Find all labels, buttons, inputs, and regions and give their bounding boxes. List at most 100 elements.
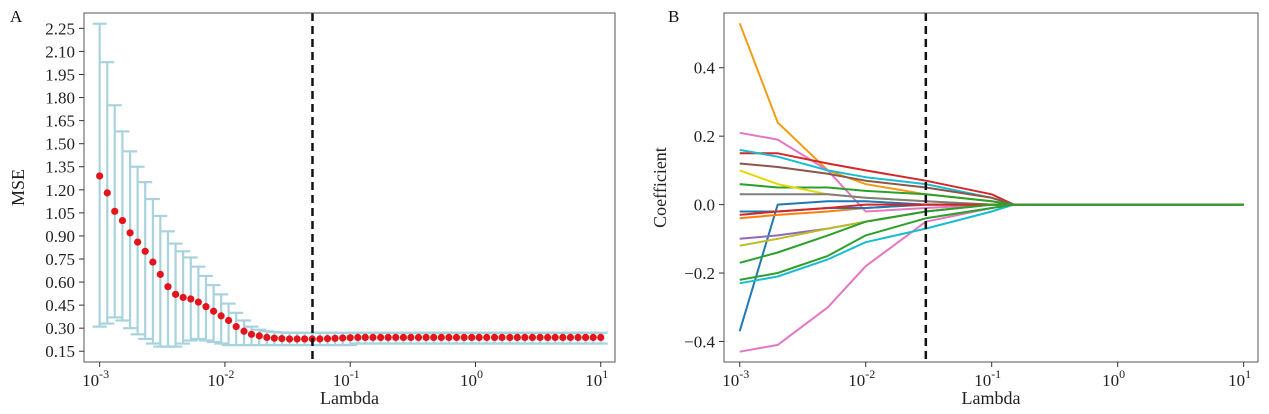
a-y-tick-label: 0.30 xyxy=(45,319,75,338)
a-y-tick-label: 0.90 xyxy=(45,227,75,246)
panel-b-x-label: Lambda xyxy=(962,388,1021,408)
panel-b-y-ticks: −0.4 −0.2 0.0 0.2 0.4 xyxy=(684,59,724,351)
panel-a-y-ticks: 0.15 0.30 0.45 0.60 0.75 0.90 1.05 1.20 1.35 1.50… xyxy=(45,19,84,361)
a-y-tick-label: 1.95 xyxy=(45,65,75,84)
data-point xyxy=(247,330,256,338)
data-point xyxy=(581,333,590,342)
data-point xyxy=(445,333,453,342)
a-y-tick-label: 1.05 xyxy=(45,204,75,223)
a-x-tick-label: 100 xyxy=(460,367,483,390)
data-point xyxy=(316,335,324,343)
data-point xyxy=(490,333,499,342)
a-y-tick-label: 0.45 xyxy=(45,296,75,315)
data-point xyxy=(111,207,119,215)
panel-a: A 10-3 10-2 10-1 100 101 0.15 0.30 0.45 0.60 0.7… xyxy=(8,7,616,408)
data-point xyxy=(209,307,218,315)
coefficient-path xyxy=(739,203,1244,285)
coefficient-path xyxy=(739,162,1244,206)
panel-a-points xyxy=(96,172,605,343)
panel-a-x-ticks: 10-3 10-2 10-1 100 101 xyxy=(82,362,608,390)
data-point xyxy=(414,333,423,342)
data-point xyxy=(339,334,347,342)
b-y-tick-label: −0.4 xyxy=(684,332,715,351)
data-point xyxy=(346,334,354,342)
panel-a-x-label: Lambda xyxy=(320,388,379,408)
b-x-tick-label: 100 xyxy=(1102,367,1125,390)
b-y-tick-label: −0.2 xyxy=(684,264,715,283)
data-point xyxy=(430,333,438,342)
error-bar xyxy=(153,214,168,348)
panel-b-coefficient-paths xyxy=(738,22,1244,353)
data-point xyxy=(468,333,476,342)
panel-b-y-label: Coefficient xyxy=(650,147,670,228)
a-y-tick-label: 1.20 xyxy=(45,181,75,200)
data-point xyxy=(194,298,202,306)
data-point xyxy=(149,258,157,266)
data-point xyxy=(323,335,332,343)
data-point xyxy=(232,323,240,331)
data-point xyxy=(566,333,575,342)
data-point xyxy=(354,333,362,342)
data-point xyxy=(377,333,385,342)
data-point xyxy=(369,333,377,342)
data-point xyxy=(172,290,180,298)
coefficient-path xyxy=(739,203,1244,281)
data-point xyxy=(134,238,142,246)
panel-b: B 10-3 10-2 10-1 100 101 −0.4 −0.2 0.0 0.2 0.4 L… xyxy=(650,7,1259,408)
data-point xyxy=(574,333,582,342)
data-point xyxy=(460,333,468,342)
data-point xyxy=(270,334,278,342)
a-y-tick-label: 2.25 xyxy=(45,19,75,38)
error-bar xyxy=(138,181,153,341)
data-point xyxy=(255,332,263,340)
b-x-tick-label: 10-1 xyxy=(974,367,1001,390)
data-point xyxy=(597,333,605,342)
b-x-tick-label: 10-3 xyxy=(722,367,749,390)
data-point xyxy=(217,312,225,320)
panel-a-label: A xyxy=(10,7,23,26)
data-point xyxy=(513,333,521,342)
a-x-tick-label: 101 xyxy=(585,367,608,390)
data-point xyxy=(263,333,271,342)
data-point xyxy=(551,333,559,342)
coefficient-path xyxy=(739,203,1244,353)
b-y-tick-label: 0.2 xyxy=(694,127,715,146)
data-point xyxy=(392,333,400,342)
data-point xyxy=(475,333,483,342)
data-point xyxy=(126,229,134,237)
coefficient-path xyxy=(738,22,1244,206)
data-point xyxy=(506,333,514,342)
data-point xyxy=(589,333,597,342)
error-bar xyxy=(130,165,145,336)
data-point xyxy=(103,189,111,197)
data-point xyxy=(240,327,248,335)
data-point xyxy=(407,333,415,342)
data-point xyxy=(293,335,301,343)
coefficient-path xyxy=(739,203,1244,216)
panel-b-label: B xyxy=(668,7,679,26)
data-point xyxy=(361,333,369,342)
data-point xyxy=(179,293,187,302)
data-point xyxy=(422,333,430,342)
data-point xyxy=(156,270,164,278)
a-y-tick-label: 1.50 xyxy=(45,135,75,154)
data-point xyxy=(437,333,445,342)
data-point xyxy=(498,333,506,342)
b-x-tick-label: 101 xyxy=(1228,367,1251,390)
data-point xyxy=(536,333,544,342)
a-y-tick-label: 2.10 xyxy=(45,42,75,61)
data-point xyxy=(452,333,461,342)
data-point xyxy=(141,247,149,255)
data-point xyxy=(118,216,127,225)
data-point xyxy=(225,316,233,325)
data-point xyxy=(483,333,491,342)
a-y-tick-label: 0.75 xyxy=(45,250,75,269)
panel-b-frame xyxy=(723,12,1259,363)
data-point xyxy=(164,283,172,291)
data-point xyxy=(96,172,104,180)
panel-a-y-label: MSE xyxy=(8,169,28,206)
data-point xyxy=(202,303,210,311)
a-y-tick-label: 0.60 xyxy=(45,273,75,292)
data-point xyxy=(331,334,339,342)
